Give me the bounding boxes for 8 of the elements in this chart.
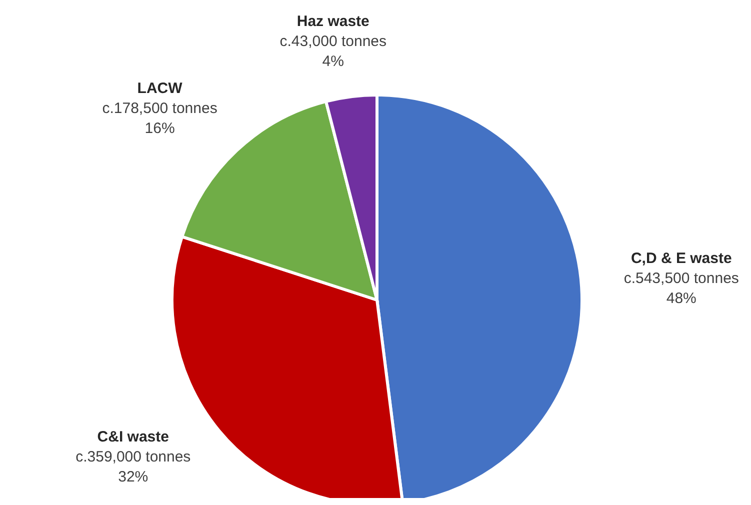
data-label: c.359,000 tonnes 32% bbox=[76, 448, 191, 486]
slice-label: Haz waste bbox=[296, 12, 370, 30]
data-label: c.43,000 tonnes 4% bbox=[280, 32, 387, 70]
slice-label: C&I waste bbox=[97, 428, 169, 446]
slice-label: LACW bbox=[137, 80, 184, 98]
data-label: c.178,500 tonnes 16% bbox=[102, 100, 218, 138]
data-label: c.543,500 tonnes 48% bbox=[624, 270, 739, 307]
slice-label: C,D & E waste bbox=[630, 250, 732, 267]
